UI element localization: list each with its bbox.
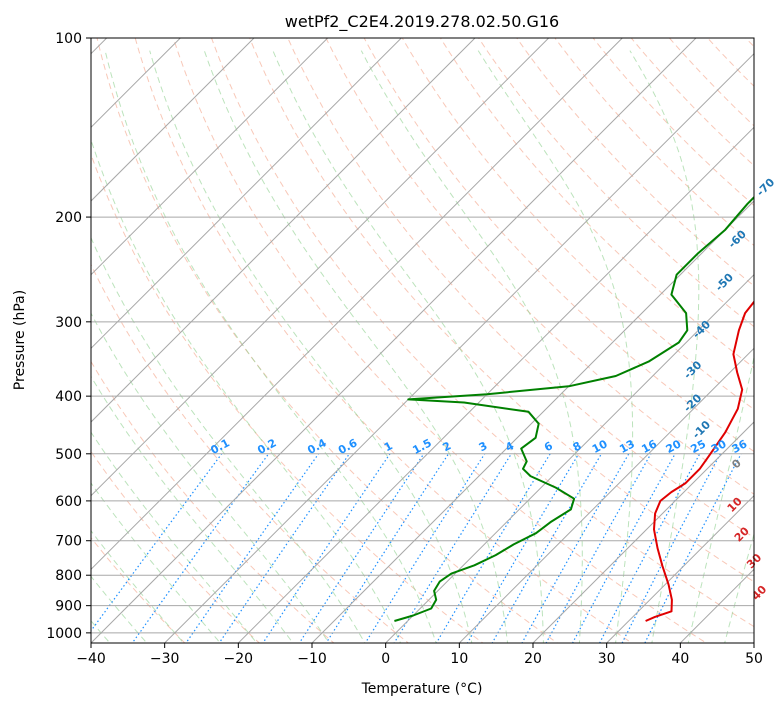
x-tick-label: −20 [224, 651, 254, 667]
isotherm-line [532, 421, 754, 643]
mixing-ratio-label: 36 [730, 437, 750, 456]
mixing-ratio-label: 13 [617, 437, 637, 456]
mixing-ratio-label: 30 [709, 437, 729, 456]
dry-adiabat [439, 38, 754, 369]
x-tick-label: −40 [76, 651, 106, 667]
isotherm-line [458, 347, 754, 643]
x-tick-label: −30 [150, 651, 180, 667]
moist-adiabat [687, 355, 754, 643]
isotherm-line [91, 38, 476, 423]
dry-adiabat [172, 38, 708, 643]
isotherm-line [91, 38, 329, 276]
isotherm-line [164, 52, 754, 643]
dry-adiabat [210, 38, 754, 628]
mixing-ratio-label: 25 [688, 437, 708, 456]
isotherm-line [753, 642, 754, 643]
dry-adiabat [91, 153, 484, 643]
moist-adiabat [477, 50, 634, 643]
dry-adiabat [401, 38, 754, 410]
dry-adiabat [592, 38, 754, 207]
x-axis: −40 −30 −20 −10 0 10 20 30 40 50 [76, 643, 763, 667]
x-tick-label: −10 [297, 651, 327, 667]
y-tick-label: 200 [55, 210, 82, 226]
dry-adiabat [325, 38, 754, 495]
isotherm-line [385, 273, 754, 643]
x-tick-label: 50 [745, 651, 763, 667]
x-tick-label: 10 [450, 651, 468, 667]
moist-adiabat [724, 532, 754, 643]
profile-series [394, 195, 754, 622]
y-axis: 100 200 300 400 500 600 700 800 900 1000 [46, 31, 91, 642]
mixing-ratio-label: 20 [664, 437, 684, 456]
x-axis-label: Temperature (°C) [361, 681, 483, 697]
y-tick-label: 300 [55, 315, 82, 331]
mixing-ratio-label: 16 [639, 437, 659, 456]
y-tick-label: 800 [55, 568, 82, 584]
y-tick-label: 100 [55, 31, 82, 47]
moist-adiabat [91, 529, 185, 643]
x-tick-label: 0 [381, 651, 390, 667]
dewpoint-line [394, 195, 754, 622]
isotherm-line [91, 38, 255, 202]
dry-adiabat [630, 38, 754, 167]
isotherm-line [91, 38, 402, 350]
y-tick-label: 700 [55, 534, 82, 550]
isotherm-line [311, 200, 754, 643]
moist-adiabat [149, 50, 473, 643]
isotherm-line [91, 38, 623, 571]
plot-frame [90, 37, 755, 644]
isotherm-line [237, 126, 754, 643]
chart-title: wetPf2_C2E4.2019.278.02.50.G16 [285, 12, 559, 32]
x-tick-label: 30 [598, 651, 616, 667]
isotherm-line [91, 38, 550, 497]
dry-adiabat [554, 38, 754, 247]
dry-adiabat [287, 38, 754, 539]
dry-adiabat-label: -70 [754, 176, 775, 199]
isotherm-line [91, 38, 697, 643]
y-axis-label: Pressure (hPa) [12, 290, 28, 390]
moist-adiabat [629, 50, 700, 643]
dry-adiabat [249, 38, 754, 583]
dry-adiabat [91, 450, 261, 643]
moist-adiabat [91, 575, 148, 643]
grid-lines [91, 38, 754, 643]
moist-adiabat [272, 50, 544, 643]
mixing-ratio-label: 10 [590, 437, 610, 456]
line-labels: 0.10.20.40.611.52346810131620253036-100-… [208, 128, 775, 603]
isotherm-line [606, 494, 754, 643]
y-tick-label: 600 [55, 494, 82, 510]
moist-adiabat [91, 375, 294, 643]
plot-background [91, 38, 754, 643]
x-tick-label: 20 [524, 651, 542, 667]
y-tick-label: 900 [55, 599, 82, 615]
y-tick-label: 500 [55, 447, 82, 463]
x-tick-label: 40 [671, 651, 689, 667]
temperature-line [645, 300, 754, 622]
dry-adiabat [91, 263, 410, 643]
dry-adiabat [96, 38, 559, 643]
y-tick-label: 1000 [46, 626, 82, 642]
y-tick-label: 400 [55, 389, 82, 405]
dry-adiabat [668, 38, 754, 127]
